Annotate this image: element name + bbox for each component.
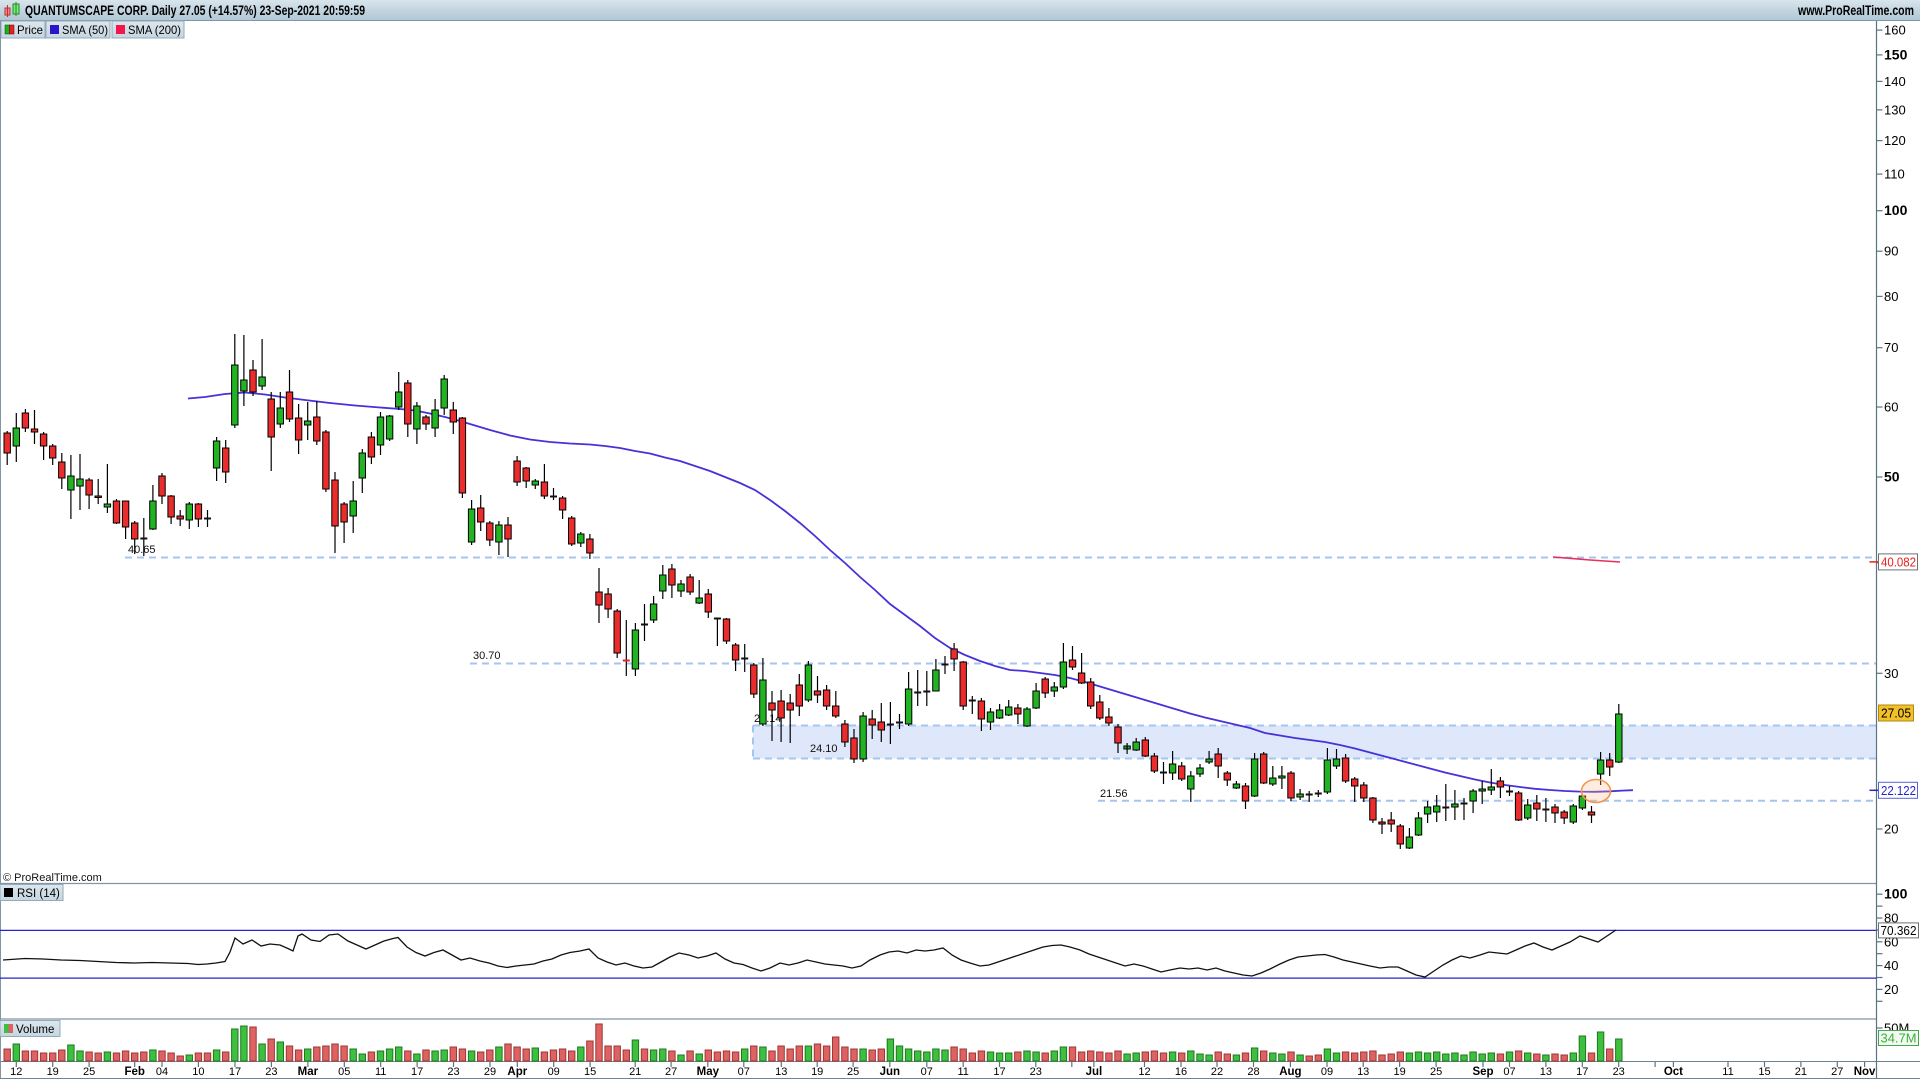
svg-text:SMA (50): SMA (50) bbox=[62, 23, 108, 37]
svg-text:22: 22 bbox=[1211, 1066, 1223, 1078]
svg-text:23: 23 bbox=[1613, 1066, 1625, 1078]
svg-text:17: 17 bbox=[229, 1066, 241, 1078]
svg-text:160: 160 bbox=[1884, 23, 1906, 38]
svg-text:19: 19 bbox=[1393, 1066, 1405, 1078]
svg-text:28: 28 bbox=[1247, 1066, 1259, 1078]
svg-text:16: 16 bbox=[1175, 1066, 1187, 1078]
svg-text:24.10: 24.10 bbox=[810, 743, 838, 755]
svg-text:25: 25 bbox=[83, 1066, 95, 1078]
svg-text:09: 09 bbox=[1321, 1066, 1333, 1078]
svg-text:23: 23 bbox=[447, 1066, 459, 1078]
svg-text:19: 19 bbox=[47, 1066, 59, 1078]
svg-text:17: 17 bbox=[411, 1066, 423, 1078]
svg-text:80: 80 bbox=[1884, 911, 1898, 926]
svg-text:21: 21 bbox=[1795, 1066, 1807, 1078]
svg-text:07: 07 bbox=[738, 1066, 750, 1078]
svg-text:11: 11 bbox=[1722, 1066, 1733, 1078]
svg-text:RSI (14): RSI (14) bbox=[17, 888, 60, 900]
svg-text:110: 110 bbox=[1884, 167, 1905, 182]
svg-text:25: 25 bbox=[1430, 1066, 1442, 1078]
svg-text:12: 12 bbox=[10, 1066, 22, 1078]
svg-text:25: 25 bbox=[847, 1066, 859, 1078]
svg-text:80: 80 bbox=[1884, 289, 1898, 304]
svg-text:15: 15 bbox=[1758, 1066, 1770, 1078]
svg-text:21: 21 bbox=[629, 1066, 641, 1078]
svg-text:05: 05 bbox=[338, 1066, 350, 1078]
svg-text:70.362: 70.362 bbox=[1881, 924, 1917, 938]
svg-text:07: 07 bbox=[921, 1066, 933, 1078]
svg-text:15: 15 bbox=[584, 1066, 596, 1078]
svg-text:20: 20 bbox=[1884, 822, 1898, 837]
svg-text:Aug: Aug bbox=[1279, 1066, 1301, 1078]
svg-text:50: 50 bbox=[1884, 469, 1900, 485]
svg-text:60: 60 bbox=[1884, 400, 1898, 415]
svg-text:May: May bbox=[697, 1066, 720, 1078]
svg-text:13: 13 bbox=[1540, 1066, 1552, 1078]
svg-text:34.7M: 34.7M bbox=[1881, 1032, 1917, 1046]
svg-text:Jun: Jun bbox=[880, 1066, 900, 1078]
svg-text:13: 13 bbox=[775, 1066, 787, 1078]
svg-text:04: 04 bbox=[156, 1066, 168, 1078]
svg-text:Apr: Apr bbox=[507, 1066, 527, 1078]
svg-text:07: 07 bbox=[1503, 1066, 1515, 1078]
svg-text:© ProRealTime.com: © ProRealTime.com bbox=[3, 872, 102, 884]
svg-text:19: 19 bbox=[811, 1066, 823, 1078]
svg-text:17: 17 bbox=[993, 1066, 1005, 1078]
svg-text:10: 10 bbox=[192, 1066, 204, 1078]
svg-text:13: 13 bbox=[1357, 1066, 1369, 1078]
svg-text:Jul: Jul bbox=[1086, 1066, 1103, 1078]
svg-text:140: 140 bbox=[1884, 74, 1906, 89]
svg-text:Nov: Nov bbox=[1854, 1066, 1876, 1078]
svg-text:QUANTUMSCAPE CORP. Daily 27.05: QUANTUMSCAPE CORP. Daily 27.05 (+14.57%)… bbox=[25, 3, 365, 18]
svg-text:40.082: 40.082 bbox=[1881, 555, 1916, 569]
svg-text:Sep: Sep bbox=[1472, 1066, 1493, 1078]
svg-text:30.70: 30.70 bbox=[473, 650, 501, 662]
svg-text:Mar: Mar bbox=[298, 1066, 319, 1078]
svg-text:21.56: 21.56 bbox=[1100, 788, 1128, 800]
svg-text:Oct: Oct bbox=[1664, 1066, 1683, 1078]
svg-text:29: 29 bbox=[484, 1066, 496, 1078]
svg-text:100: 100 bbox=[1884, 202, 1908, 218]
svg-text:120: 120 bbox=[1884, 133, 1906, 148]
svg-text:27: 27 bbox=[665, 1066, 677, 1078]
svg-text:27.05: 27.05 bbox=[1881, 707, 1911, 721]
svg-text:30: 30 bbox=[1884, 666, 1898, 681]
svg-text:17: 17 bbox=[1576, 1066, 1588, 1078]
svg-text:www.ProRealTime.com: www.ProRealTime.com bbox=[1797, 3, 1914, 18]
svg-text:20: 20 bbox=[1884, 982, 1898, 997]
svg-text:130: 130 bbox=[1884, 102, 1906, 117]
svg-text:Price: Price bbox=[17, 23, 43, 37]
svg-text:11: 11 bbox=[375, 1066, 386, 1078]
svg-text:SMA (200): SMA (200) bbox=[128, 23, 181, 37]
svg-text:90: 90 bbox=[1884, 244, 1898, 259]
svg-text:70: 70 bbox=[1884, 340, 1898, 355]
svg-text:23: 23 bbox=[265, 1066, 277, 1078]
svg-text:12: 12 bbox=[1138, 1066, 1150, 1078]
svg-text:Volume: Volume bbox=[16, 1024, 54, 1036]
svg-text:40.65: 40.65 bbox=[128, 544, 156, 556]
svg-text:11: 11 bbox=[957, 1066, 968, 1078]
svg-text:Feb: Feb bbox=[124, 1066, 144, 1078]
svg-text:27: 27 bbox=[1831, 1066, 1843, 1078]
svg-text:23: 23 bbox=[1030, 1066, 1042, 1078]
svg-text:150: 150 bbox=[1884, 46, 1908, 62]
svg-text:100: 100 bbox=[1884, 886, 1908, 902]
svg-text:40: 40 bbox=[1884, 958, 1898, 973]
svg-text:09: 09 bbox=[548, 1066, 560, 1078]
svg-text:22.122: 22.122 bbox=[1881, 784, 1916, 798]
